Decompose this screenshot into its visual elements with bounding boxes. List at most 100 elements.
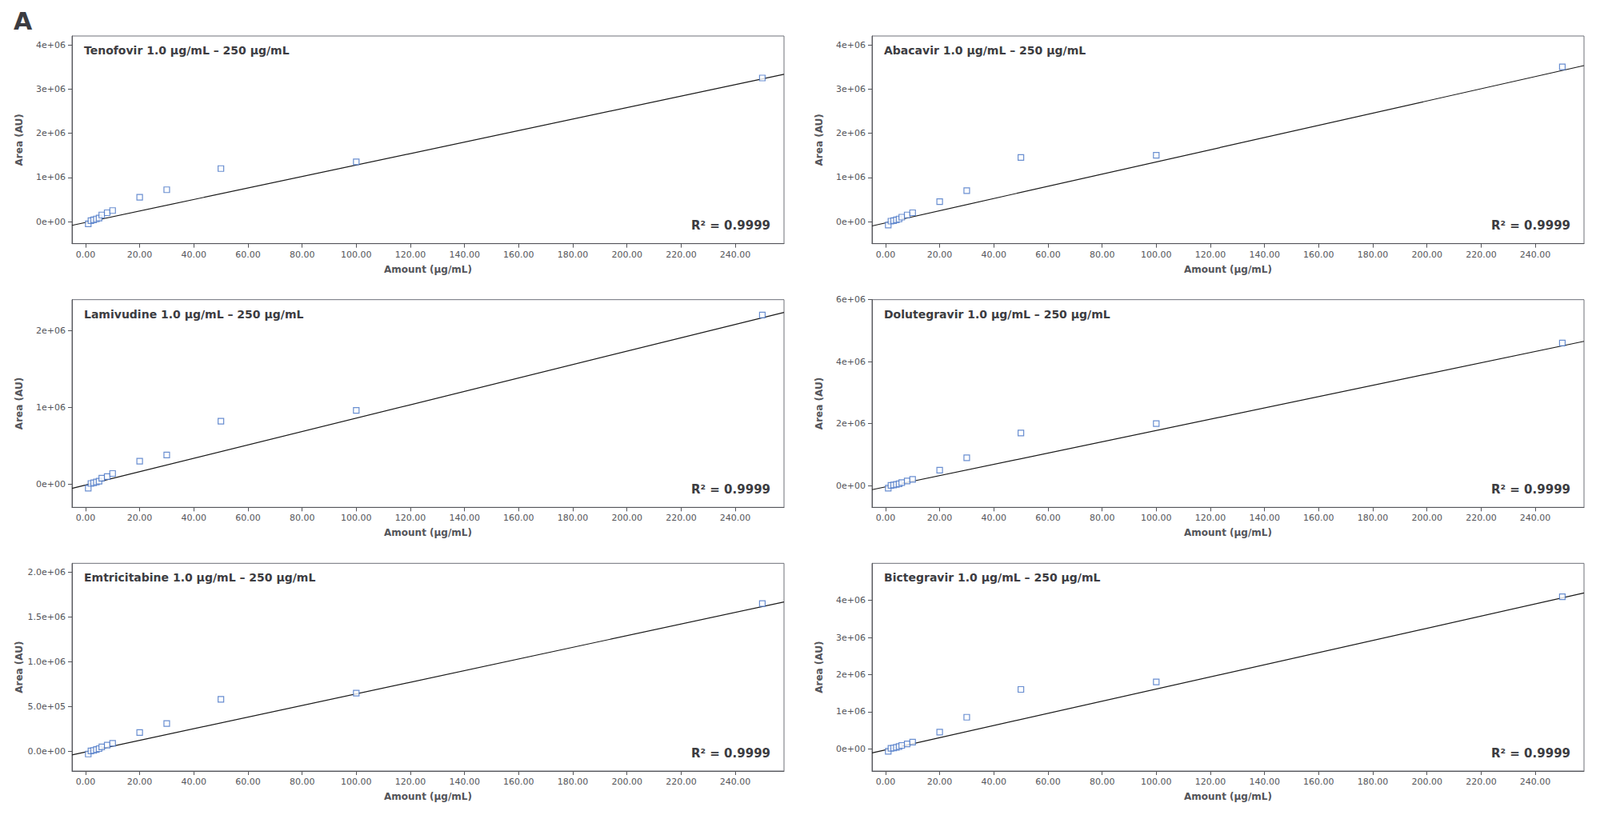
- svg-text:120.00: 120.00: [395, 776, 427, 788]
- svg-text:0e+00: 0e+00: [836, 480, 866, 492]
- svg-text:240.00: 240.00: [720, 249, 752, 260]
- svg-text:60.00: 60.00: [1035, 776, 1061, 788]
- svg-text:3e+06: 3e+06: [836, 84, 866, 95]
- svg-text:80.00: 80.00: [1089, 249, 1116, 260]
- svg-text:Area (AU): Area (AU): [813, 641, 825, 694]
- svg-text:R² = 0.9999: R² = 0.9999: [1491, 218, 1571, 233]
- svg-text:Amount (μg/mL): Amount (μg/mL): [384, 791, 472, 803]
- svg-text:240.00: 240.00: [1520, 249, 1552, 260]
- svg-text:0.00: 0.00: [76, 249, 96, 260]
- svg-text:220.00: 220.00: [665, 249, 697, 260]
- svg-text:200.00: 200.00: [611, 776, 643, 788]
- svg-text:20.00: 20.00: [127, 512, 153, 524]
- svg-text:180.00: 180.00: [1357, 512, 1389, 524]
- svg-text:0.00: 0.00: [876, 512, 896, 524]
- svg-text:160.00: 160.00: [1303, 776, 1335, 788]
- svg-text:40.00: 40.00: [981, 776, 1008, 788]
- svg-text:Amount (μg/mL): Amount (μg/mL): [1184, 791, 1272, 803]
- svg-text:100.00: 100.00: [1140, 776, 1172, 788]
- svg-text:Area (AU): Area (AU): [813, 377, 825, 430]
- svg-text:1.5e+06: 1.5e+06: [28, 612, 66, 623]
- svg-text:120.00: 120.00: [1195, 249, 1227, 260]
- svg-text:100.00: 100.00: [1140, 249, 1172, 260]
- svg-text:80.00: 80.00: [289, 249, 316, 260]
- svg-text:60.00: 60.00: [235, 512, 261, 524]
- svg-text:60.00: 60.00: [235, 776, 261, 788]
- svg-text:6e+06: 6e+06: [836, 294, 866, 305]
- svg-text:2.0e+06: 2.0e+06: [28, 567, 66, 578]
- svg-text:140.00: 140.00: [448, 776, 480, 788]
- svg-text:220.00: 220.00: [1465, 776, 1497, 788]
- svg-text:60.00: 60.00: [1035, 512, 1061, 524]
- svg-text:200.00: 200.00: [1411, 512, 1443, 524]
- svg-text:180.00: 180.00: [1357, 776, 1389, 788]
- svg-text:3e+06: 3e+06: [36, 84, 66, 95]
- svg-text:20.00: 20.00: [127, 776, 153, 788]
- svg-text:140.00: 140.00: [1248, 776, 1280, 788]
- svg-text:120.00: 120.00: [1195, 776, 1227, 788]
- svg-text:60.00: 60.00: [1035, 249, 1061, 260]
- svg-text:0e+00: 0e+00: [836, 744, 866, 755]
- svg-text:2e+06: 2e+06: [836, 418, 866, 429]
- svg-text:Tenofovir 1.0 μg/mL – 250 μg/m: Tenofovir 1.0 μg/mL – 250 μg/mL: [84, 44, 290, 57]
- svg-text:100.00: 100.00: [340, 776, 372, 788]
- svg-text:220.00: 220.00: [665, 776, 697, 788]
- svg-text:240.00: 240.00: [720, 776, 752, 788]
- svg-text:120.00: 120.00: [1195, 512, 1227, 524]
- svg-text:Dolutegravir 1.0 μg/mL – 250 μ: Dolutegravir 1.0 μg/mL – 250 μg/mL: [884, 308, 1111, 321]
- svg-text:Area (AU): Area (AU): [13, 113, 25, 166]
- svg-text:5.0e+05: 5.0e+05: [28, 701, 66, 712]
- svg-text:4e+06: 4e+06: [836, 356, 866, 368]
- svg-text:200.00: 200.00: [1411, 249, 1443, 260]
- svg-text:140.00: 140.00: [1248, 249, 1280, 260]
- svg-text:240.00: 240.00: [720, 512, 752, 524]
- svg-text:0.00: 0.00: [876, 776, 896, 788]
- svg-text:180.00: 180.00: [1357, 249, 1389, 260]
- svg-text:Abacavir 1.0 μg/mL – 250 μg/mL: Abacavir 1.0 μg/mL – 250 μg/mL: [884, 44, 1086, 57]
- svg-text:2e+06: 2e+06: [36, 325, 66, 336]
- svg-text:60.00: 60.00: [235, 249, 261, 260]
- svg-text:2e+06: 2e+06: [36, 128, 66, 139]
- svg-text:80.00: 80.00: [289, 776, 316, 788]
- svg-text:Area (AU): Area (AU): [813, 113, 825, 166]
- svg-text:200.00: 200.00: [611, 249, 643, 260]
- svg-text:80.00: 80.00: [1089, 776, 1116, 788]
- svg-text:R² = 0.9999: R² = 0.9999: [691, 218, 771, 233]
- svg-text:40.00: 40.00: [981, 249, 1008, 260]
- svg-text:2e+06: 2e+06: [836, 128, 866, 139]
- svg-text:1e+06: 1e+06: [36, 402, 66, 413]
- svg-text:0e+00: 0e+00: [36, 479, 66, 490]
- svg-text:Amount (μg/mL): Amount (μg/mL): [1184, 527, 1272, 539]
- svg-text:40.00: 40.00: [181, 512, 208, 524]
- svg-text:4e+06: 4e+06: [836, 595, 866, 606]
- svg-text:20.00: 20.00: [127, 249, 153, 260]
- svg-text:Amount (μg/mL): Amount (μg/mL): [1184, 264, 1272, 276]
- svg-text:3e+06: 3e+06: [836, 632, 866, 644]
- svg-text:4e+06: 4e+06: [836, 40, 866, 51]
- svg-text:2e+06: 2e+06: [836, 669, 866, 680]
- svg-text:20.00: 20.00: [927, 776, 953, 788]
- svg-text:100.00: 100.00: [340, 512, 372, 524]
- svg-text:0.00: 0.00: [76, 512, 96, 524]
- svg-text:40.00: 40.00: [981, 512, 1008, 524]
- svg-text:0e+00: 0e+00: [36, 216, 66, 228]
- svg-text:Amount (μg/mL): Amount (μg/mL): [384, 527, 472, 539]
- svg-text:Amount (μg/mL): Amount (μg/mL): [384, 264, 472, 276]
- svg-text:220.00: 220.00: [665, 512, 697, 524]
- svg-text:0e+00: 0e+00: [836, 216, 866, 228]
- svg-text:Bictegravir 1.0 μg/mL – 250 μg: Bictegravir 1.0 μg/mL – 250 μg/mL: [884, 571, 1101, 584]
- svg-text:Area (AU): Area (AU): [13, 641, 25, 694]
- svg-text:R² = 0.9999: R² = 0.9999: [1491, 746, 1571, 761]
- svg-text:100.00: 100.00: [1140, 512, 1172, 524]
- svg-text:R² = 0.9999: R² = 0.9999: [691, 746, 771, 761]
- svg-text:140.00: 140.00: [1248, 512, 1280, 524]
- svg-text:Emtricitabine 1.0 μg/mL – 250: Emtricitabine 1.0 μg/mL – 250 μg/mL: [84, 571, 316, 584]
- svg-text:180.00: 180.00: [557, 512, 589, 524]
- svg-text:160.00: 160.00: [503, 776, 535, 788]
- svg-text:20.00: 20.00: [927, 249, 953, 260]
- svg-text:180.00: 180.00: [557, 249, 589, 260]
- svg-text:0.0e+00: 0.0e+00: [28, 746, 66, 757]
- svg-text:120.00: 120.00: [395, 512, 427, 524]
- svg-text:0.00: 0.00: [876, 249, 896, 260]
- svg-text:A: A: [13, 7, 33, 36]
